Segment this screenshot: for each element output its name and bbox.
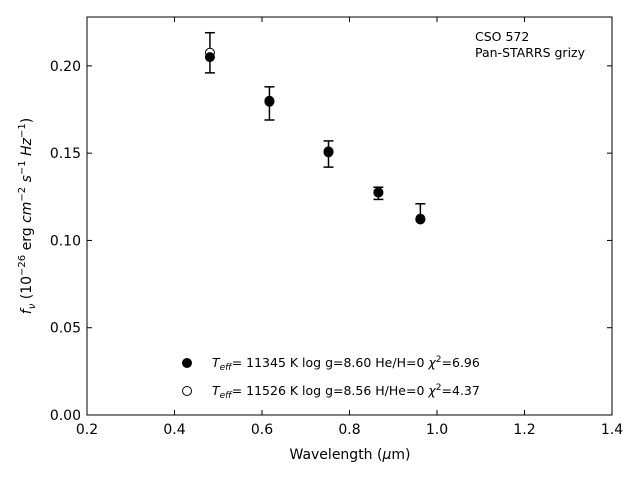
y-tick-label: 0.20 (50, 59, 81, 75)
y-tick-label: 0.10 (50, 233, 81, 249)
y-tick-label: 0.05 (50, 321, 81, 337)
y-tick-label: 0.15 (50, 146, 81, 162)
x-axis: 0.2 0.4 0.6 0.8 1.0 1.2 1.4 (76, 17, 623, 438)
legend-marker-open (182, 386, 192, 396)
model-point-filled (323, 146, 334, 157)
legend-marker-filled (182, 358, 192, 368)
data-points (204, 47, 426, 225)
y-axis: 0.00 0.05 0.10 0.15 0.20 (50, 59, 612, 424)
x-axis-label: Wavelength (μm) (290, 447, 411, 463)
x-tick-label: 1.0 (426, 422, 448, 438)
x-tick-label: 0.4 (163, 422, 185, 438)
x-tick-label: 0.6 (251, 422, 273, 438)
x-tick-label: 0.2 (76, 422, 98, 438)
legend-entry-2: Teff= 11526 K log g=8.56 H/He=0 χ2=4.37 (212, 383, 480, 401)
x-tick-label: 0.8 (338, 422, 360, 438)
annotation-object-name: CSO 572 (475, 29, 529, 44)
model-point-filled (264, 95, 275, 106)
model-point-filled (373, 187, 384, 198)
legend: Teff= 11345 K log g=8.60 He/H=0 χ2=6.96 … (182, 355, 480, 401)
annotation-survey-name: Pan-STARRS grizy (475, 45, 586, 60)
plot-area (86, 16, 613, 416)
y-axis-label: fν (10−26 erg cm−2 s−1 Hz−1) (17, 118, 38, 314)
x-tick-label: 1.2 (513, 422, 535, 438)
x-tick-label: 1.4 (601, 422, 623, 438)
y-tick-label: 0.00 (50, 408, 81, 424)
model-point-filled (204, 52, 215, 63)
legend-entry-1: Teff= 11345 K log g=8.60 He/H=0 χ2=6.96 (212, 355, 480, 373)
model-point-filled (415, 214, 426, 225)
